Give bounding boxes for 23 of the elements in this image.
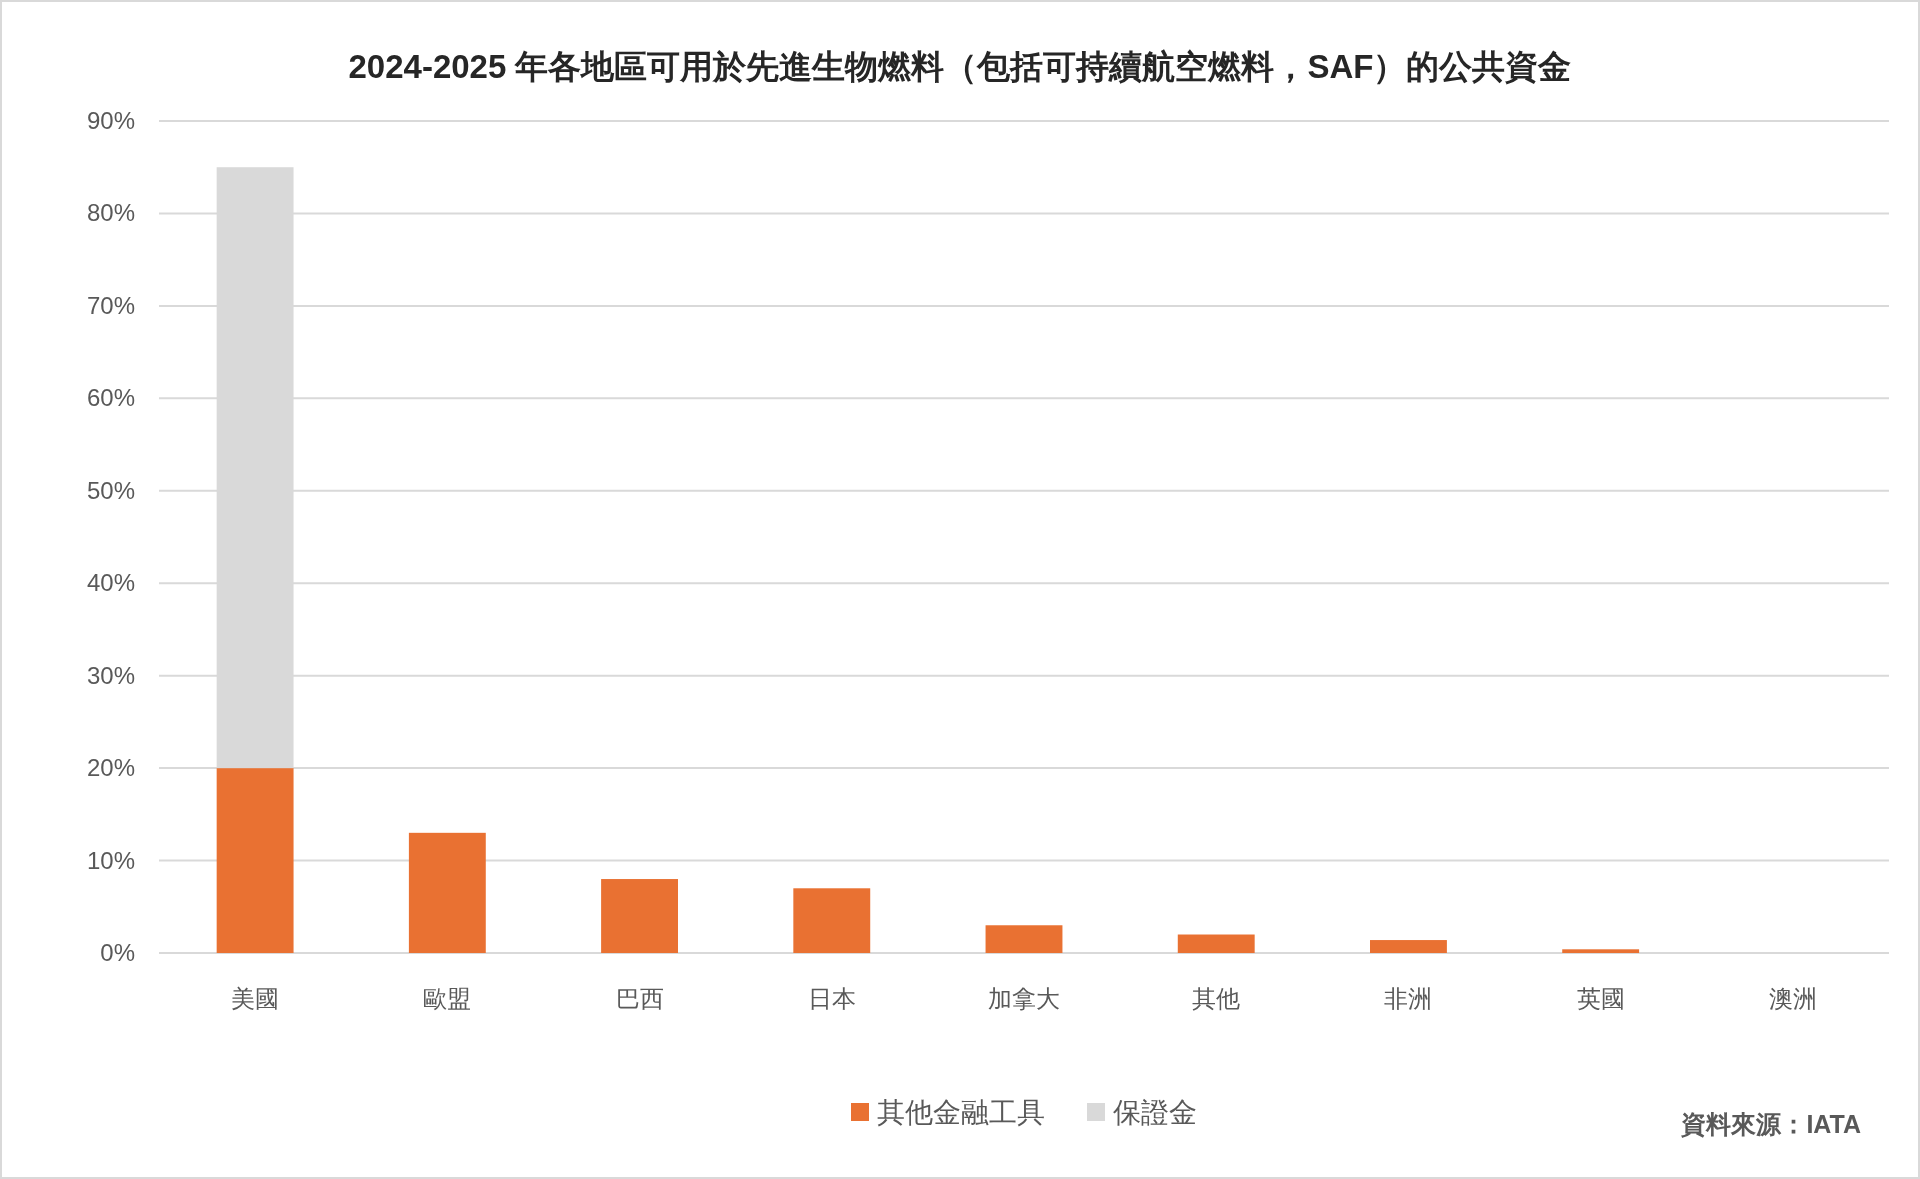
y-tick: 90% [86,107,135,134]
x-tick: 巴西 [615,985,664,1012]
title: 2024-2025 年各地區可用於先進生物燃料（包括可持續航空燃料，SAF）的公共資金 [348,48,1572,85]
y-tick: 60% [86,384,135,412]
x-tick: 歐盟 [423,985,472,1012]
legend-label: 保證金 [1113,1097,1197,1128]
x-tick: 加拿大 [988,985,1060,1012]
x-tick: 美國 [231,985,280,1012]
x-tick: 非洲 [1384,985,1433,1012]
y-tick: 10% [86,846,135,874]
y-tick: 70% [86,291,135,319]
x-tick: 其他 [1192,985,1241,1012]
annotation: 資料來源：IATA [1681,1110,1861,1138]
y-tick: 20% [86,754,135,782]
x-tick: 日本 [807,985,856,1012]
x-tick: 英國 [1576,985,1625,1012]
x-tick: 澳洲 [1768,985,1817,1012]
y-tick: 30% [86,661,135,689]
y-tick: 40% [86,569,135,597]
y-tick: 50% [86,476,135,504]
y-tick: 80% [86,199,135,227]
y-tick: 0% [100,939,135,966]
legend-label: 其他金融工具 [877,1097,1045,1128]
